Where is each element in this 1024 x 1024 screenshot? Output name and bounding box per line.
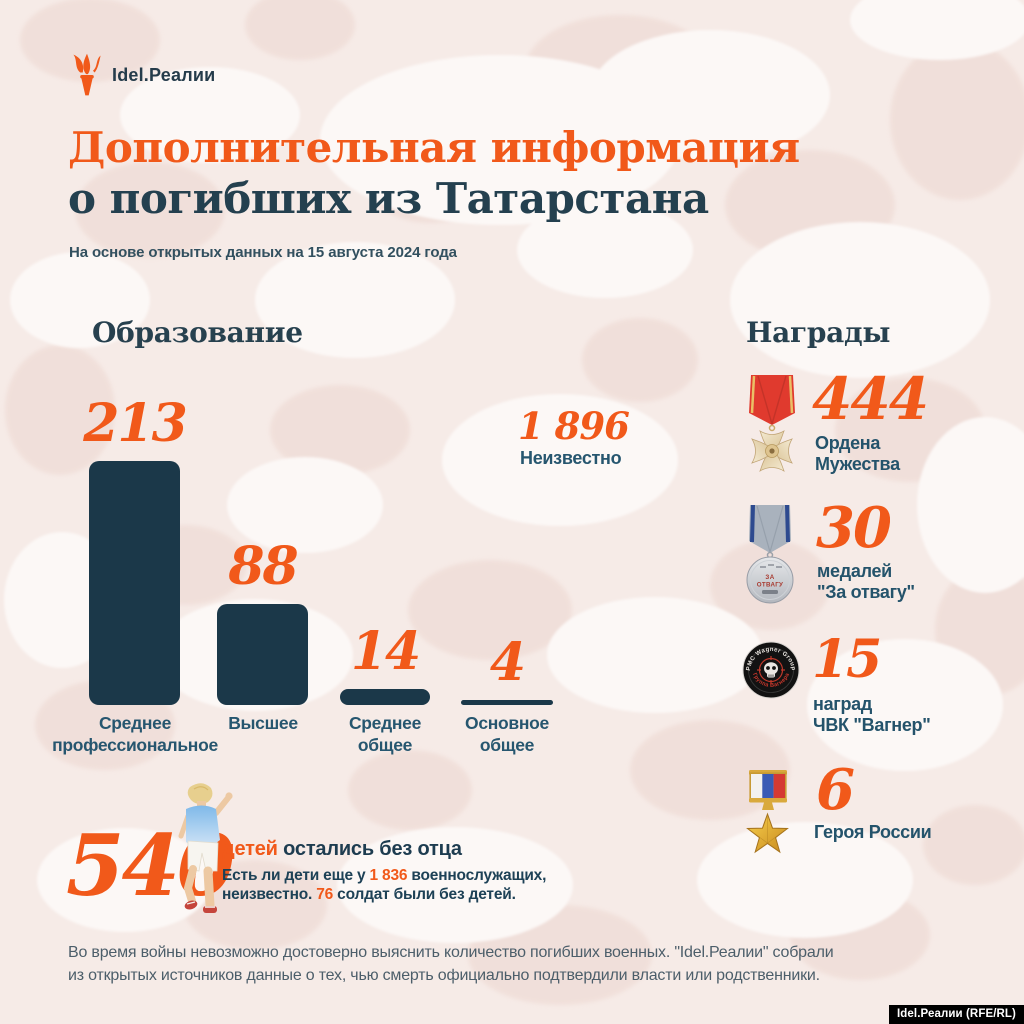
unknown-label: Неизвестно [520,448,622,468]
bar-label: Среднее общее [348,713,422,755]
award-value: 6 [816,757,855,823]
bar [340,688,430,705]
page-title: Дополнительная информация о погибших из … [68,122,800,224]
child-photo [164,780,234,932]
bar [461,700,553,705]
title-line2: о погибших из Татарстана [68,174,709,223]
bar-value: 88 [228,536,298,598]
bar-column-vysshee: 88 [217,390,308,705]
torch-icon [73,53,101,96]
unknown-value: 1 896 [518,404,630,448]
bar-value: 213 [83,393,188,454]
bar-label: Основное общее [465,713,549,755]
wagner-patch-icon: PMC Wagner Group Группа Вагнера [742,641,800,699]
za-otvagu-medal-icon: ЗА ОТВАГУ [744,503,796,605]
awards-heading: Награды [746,316,891,349]
award-label: наград ЧВК "Вагнер" [813,694,931,735]
award-label: Героя России [814,822,932,842]
bar-value: 4 [489,632,526,694]
title-line1: Дополнительная информация [68,123,800,172]
bar-label: Среднее профессиональное [52,713,218,755]
order-of-courage-medal-icon [743,373,801,473]
award-label: медалей "За отвагу" [817,561,915,602]
svg-text:ОТВАГУ: ОТВАГУ [757,582,783,589]
bar-column-srednee-obschee: 14 [340,390,430,705]
bar [217,604,308,705]
svg-text:ЗА: ЗА [765,574,774,581]
bar-column-osnovnoe-obschee: 4 [461,390,553,705]
education-heading: Образование [92,316,303,349]
brand-logo-text: Idel.Реалии [112,64,216,85]
bar-column-sredne-prof: 213 [83,390,188,705]
children-headline: детей остались без отца [222,838,462,860]
children-note: Есть ли дети еще у 1 836 военнослужащих,… [222,867,547,903]
hero-of-russia-star-icon [745,767,791,862]
award-value: 444 [812,365,929,433]
subtitle: На основе открытых данных на 15 августа … [69,244,457,261]
bar-value: 14 [350,620,421,682]
source-badge: Idel.Реалии (RFE/RL) [888,1005,1024,1024]
award-label: Ордена Мужества [815,433,900,474]
bar-label: Высшее [228,713,298,733]
brand-logo: Idel.Реалии [70,50,215,100]
award-value: 15 [812,629,882,690]
bar [89,461,180,705]
award-value: 30 [816,495,892,561]
footer-note: Во время войны невозможно достоверно выя… [68,944,834,984]
